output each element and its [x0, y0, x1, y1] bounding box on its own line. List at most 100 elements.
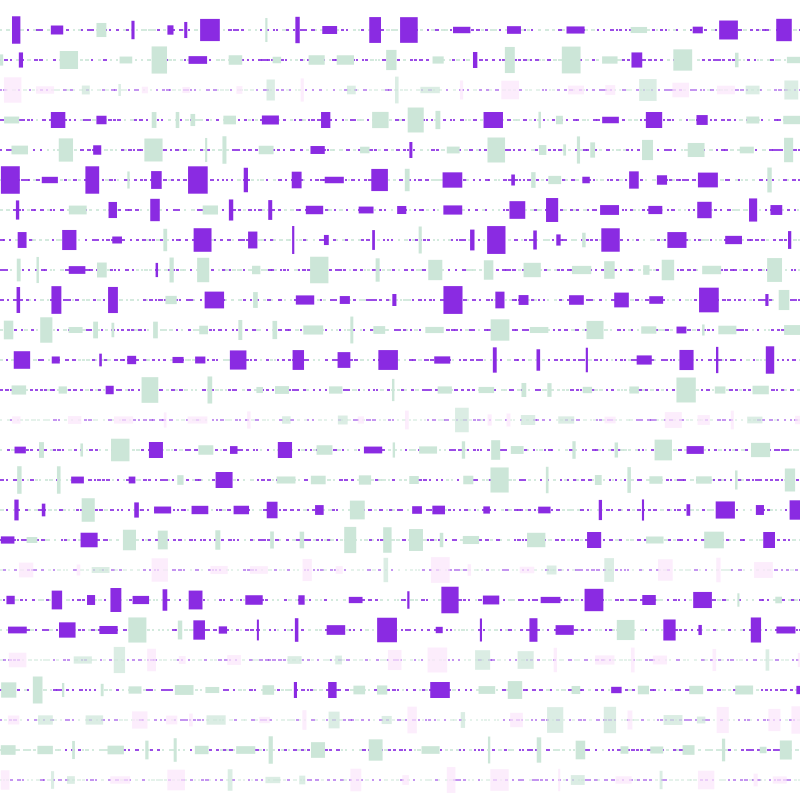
row-dot: [380, 539, 384, 541]
row-dot: [505, 299, 507, 301]
row-dot: [414, 209, 416, 211]
row-dot: [590, 659, 592, 661]
row-dot: [136, 239, 139, 241]
row-dot: [401, 509, 403, 511]
row-dot: [244, 119, 247, 121]
row-dot: [563, 719, 565, 721]
row-dot: [712, 389, 714, 391]
row-dot: [730, 149, 734, 151]
row-dot: [467, 299, 469, 301]
row-block: [112, 236, 122, 244]
row-dot: [183, 569, 185, 571]
row-dot: [195, 389, 197, 391]
row-dot: [42, 119, 46, 121]
row-dot: [413, 689, 416, 691]
row-dot: [735, 419, 737, 421]
row-dot: [272, 659, 276, 661]
row-dot: [362, 59, 364, 61]
row-block: [696, 476, 712, 484]
row-dot: [343, 269, 346, 271]
row-dot: [374, 509, 377, 511]
row-dot: [503, 719, 505, 721]
row-dot: [525, 509, 529, 511]
row-dot: [775, 659, 779, 661]
row-block: [99, 353, 102, 367]
row-dot: [231, 299, 234, 301]
row-dot: [110, 509, 114, 511]
row-block: [329, 386, 343, 394]
row-dot: [355, 719, 359, 721]
row-dot: [632, 479, 634, 481]
row-dot: [366, 419, 369, 421]
row-dot: [255, 29, 257, 31]
row-dot: [337, 449, 341, 451]
row-dot: [485, 179, 489, 181]
row-dot: [141, 59, 143, 61]
row-dot: [781, 389, 785, 391]
row-dot: [414, 329, 418, 331]
row-dot: [194, 89, 196, 91]
row-dot: [327, 539, 331, 541]
row-dot: [794, 299, 797, 301]
row-dot: [457, 479, 459, 481]
row-dot: [290, 419, 294, 421]
row-dot: [85, 749, 89, 751]
row-dot: [585, 449, 587, 451]
row-block: [187, 416, 208, 424]
row-block: [435, 110, 441, 130]
row-dot: [173, 509, 175, 511]
row-dot: [28, 269, 30, 271]
row-dot: [39, 239, 42, 241]
row-block: [80, 532, 98, 548]
row-dot: [483, 419, 485, 421]
row-dot: [217, 179, 219, 181]
row-dot: [397, 419, 399, 421]
row-block: [61, 682, 65, 698]
row-dot: [727, 119, 731, 121]
row-dot: [215, 779, 217, 781]
row-dot: [745, 449, 748, 451]
row-block: [538, 111, 541, 129]
row-dot: [55, 749, 59, 751]
row-dot: [619, 539, 622, 541]
row-dot: [704, 449, 706, 451]
row-dot: [231, 569, 233, 571]
row-dot: [612, 149, 614, 151]
row-dot: [235, 389, 237, 391]
row-dot: [451, 329, 455, 331]
row-dot: [261, 239, 264, 241]
row-dot: [430, 359, 434, 361]
row-dot: [523, 179, 525, 181]
row-dot: [233, 29, 237, 31]
row-dot: [623, 449, 627, 451]
row-dot: [236, 599, 239, 601]
row-dot: [267, 299, 271, 301]
row-dot: [111, 569, 115, 571]
row-dot: [22, 779, 24, 781]
row-dot: [116, 539, 119, 541]
row-dot: [785, 449, 789, 451]
row-dot: [513, 479, 516, 481]
row-dot: [238, 209, 241, 211]
row-dot: [765, 479, 768, 481]
row-dot: [307, 419, 309, 421]
row-dot: [403, 59, 406, 61]
row-dot: [738, 569, 742, 571]
row-dot: [554, 629, 556, 631]
row-dot: [208, 569, 211, 571]
row-block: [328, 711, 340, 729]
row-dot: [195, 569, 199, 571]
row-dot: [588, 479, 592, 481]
row-dot: [85, 389, 89, 391]
row-dot: [456, 239, 458, 241]
row-dot: [43, 689, 47, 691]
row-dot: [59, 239, 62, 241]
row-block: [105, 385, 114, 395]
row-dot: [492, 209, 494, 211]
row-dot: [387, 239, 389, 241]
row-dot: [743, 209, 747, 211]
row-dot: [330, 539, 334, 541]
row-dot: [29, 89, 31, 91]
row-dot: [142, 749, 144, 751]
row-block: [197, 257, 210, 283]
